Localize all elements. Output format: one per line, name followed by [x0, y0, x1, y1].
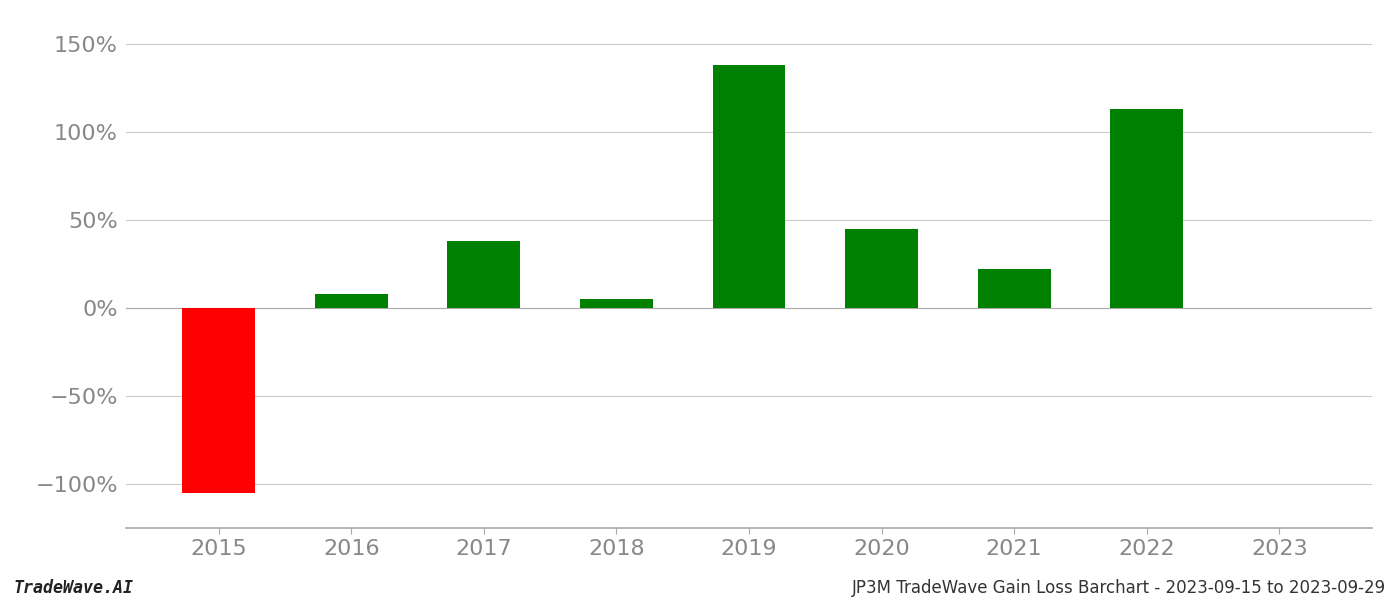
Bar	[977, 269, 1050, 308]
Bar	[182, 308, 255, 493]
Bar	[448, 241, 521, 308]
Bar	[713, 65, 785, 308]
Bar	[1110, 109, 1183, 308]
Text: TradeWave.AI: TradeWave.AI	[14, 579, 134, 597]
Text: JP3M TradeWave Gain Loss Barchart - 2023-09-15 to 2023-09-29: JP3M TradeWave Gain Loss Barchart - 2023…	[851, 579, 1386, 597]
Bar	[846, 229, 918, 308]
Bar	[315, 294, 388, 308]
Bar	[580, 299, 652, 308]
